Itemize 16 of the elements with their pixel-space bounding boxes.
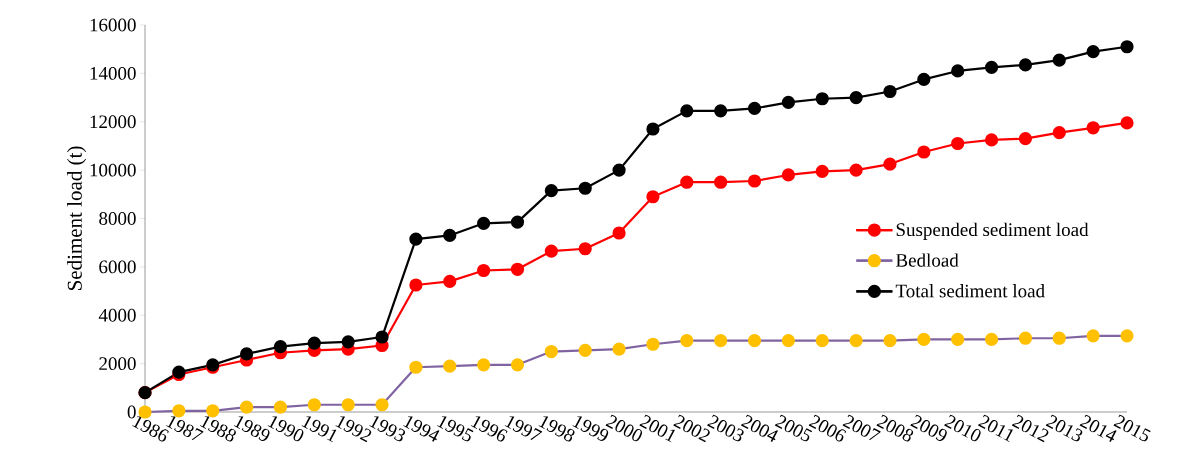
x-tick-label: 1992 [335, 416, 372, 443]
legend-label: Bedload [896, 253, 959, 267]
y-tick-label: 10000 [90, 163, 136, 177]
y-tick-label: 8000 [99, 212, 136, 225]
y-tick-label: 4000 [98, 308, 136, 322]
y-tick-label: 16000 [90, 18, 136, 32]
legend-label: Suspended sediment load [896, 222, 1089, 240]
y-tick-label: 2000 [99, 357, 136, 371]
legend-label: Total sediment load [895, 284, 1045, 298]
y-tick-label: 12000 [90, 115, 136, 129]
y-tick-label: 14000 [90, 66, 136, 80]
x-tick-label: 1994 [403, 416, 440, 442]
y-tick-label: 6000 [99, 260, 136, 274]
x-tick-label: 1993 [369, 416, 406, 442]
x-tick-label: 1989 [233, 416, 270, 441]
y-axis-title: Sediment load (t) [67, 146, 87, 290]
